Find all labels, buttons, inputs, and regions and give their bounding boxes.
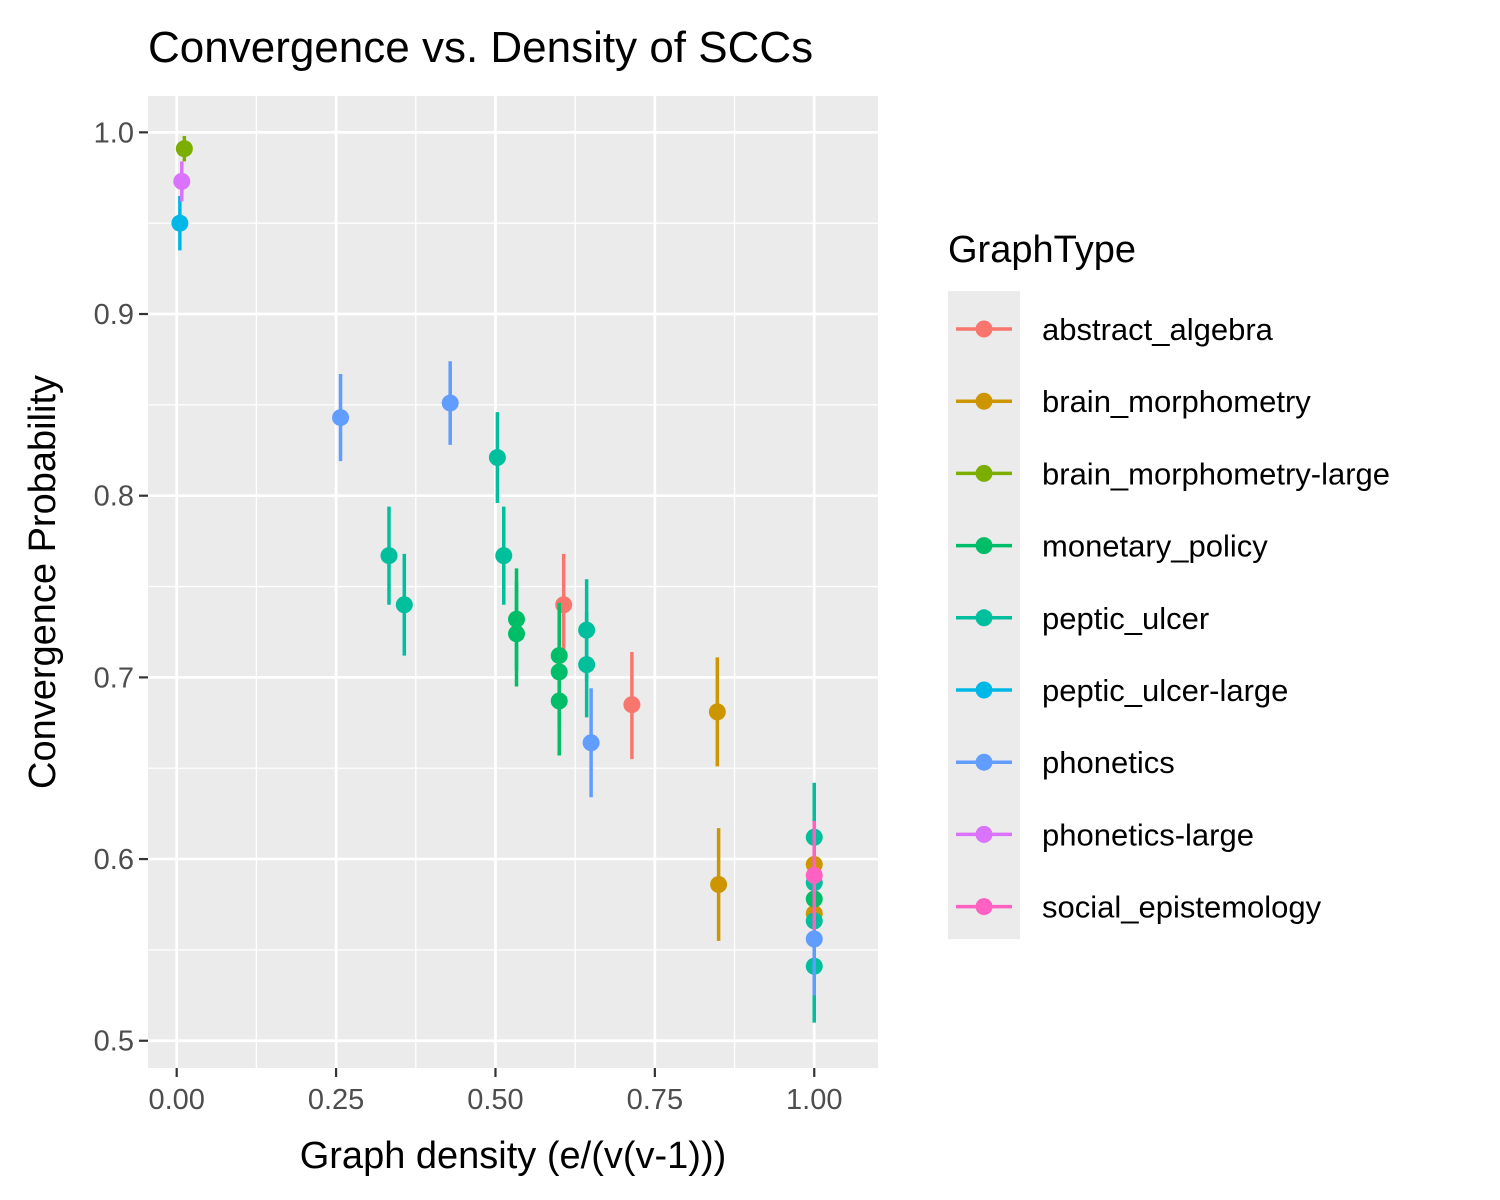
legend-key-point xyxy=(975,681,993,699)
data-point xyxy=(805,930,823,948)
series-brain-morphometry-large xyxy=(175,135,193,162)
legend-label: phonetics xyxy=(1042,745,1175,780)
legend: GraphType abstract_algebra brain_morphome… xyxy=(948,229,1390,939)
legend-item-brain-morphometry: brain_morphometry xyxy=(956,384,1311,419)
data-point xyxy=(582,734,600,752)
legend-label: abstract_algebra xyxy=(1042,312,1274,347)
y-tick-label: 0.7 xyxy=(94,662,134,694)
legend-item-phonetics: phonetics xyxy=(956,745,1175,780)
y-tick-label: 0.9 xyxy=(94,299,134,331)
data-point xyxy=(578,656,596,674)
legend-item-brain-morphometry-large: brain_morphometry-large xyxy=(956,456,1390,491)
x-tick-label: 0.00 xyxy=(148,1084,204,1116)
series-phonetics-large xyxy=(173,161,191,202)
data-points xyxy=(171,135,823,1023)
x-tick-label: 0.75 xyxy=(627,1084,683,1116)
legend-item-peptic-ulcer: peptic_ulcer xyxy=(956,601,1209,636)
legend-title: GraphType xyxy=(948,229,1136,271)
legend-key-point xyxy=(975,753,993,771)
legend-label: phonetics-large xyxy=(1042,817,1254,852)
series-peptic-ulcer-large xyxy=(171,195,189,251)
legend-label: peptic_ulcer-large xyxy=(1042,673,1288,708)
data-point xyxy=(332,409,350,427)
legend-label: social_epistemology xyxy=(1042,890,1322,925)
data-point xyxy=(441,394,459,412)
legend-key-point xyxy=(975,464,993,482)
data-point xyxy=(173,172,191,190)
data-point xyxy=(495,547,513,565)
legend-item-peptic-ulcer-large: peptic_ulcer-large xyxy=(956,673,1288,708)
data-point xyxy=(623,696,641,714)
x-tick-label: 1.00 xyxy=(786,1084,842,1116)
legend-item-phonetics-large: phonetics-large xyxy=(956,817,1254,852)
series-phonetics xyxy=(332,361,823,996)
y-axis-title: Convergence Probability xyxy=(22,375,64,789)
legend-label: peptic_ulcer xyxy=(1042,601,1209,636)
data-point xyxy=(710,876,728,894)
y-tick-label: 0.6 xyxy=(94,844,134,876)
y-tick-label: 1.0 xyxy=(94,117,134,149)
data-point xyxy=(395,596,413,614)
plot-panel xyxy=(148,96,878,1068)
legend-key-point xyxy=(975,825,993,843)
chart-title: Convergence vs. Density of SCCs xyxy=(148,23,813,72)
legend-label: brain_morphometry-large xyxy=(1042,456,1390,491)
legend-key-point xyxy=(975,609,993,627)
legend-item-social-epistemology: social_epistemology xyxy=(956,890,1322,925)
legend-item-monetary-policy: monetary_policy xyxy=(956,529,1268,564)
legend-key-point xyxy=(975,898,993,916)
legend-item-abstract-algebra: abstract_algebra xyxy=(956,312,1274,347)
x-tick-label: 0.25 xyxy=(308,1084,364,1116)
y-tick-label: 0.5 xyxy=(94,1026,134,1058)
legend-key-point xyxy=(975,392,993,410)
x-axis-title: Graph density (e/(v(v-1))) xyxy=(300,1135,727,1177)
x-tick-label: 0.50 xyxy=(467,1084,523,1116)
data-point xyxy=(488,449,506,467)
series-social-epistemology xyxy=(805,820,823,930)
axes: 0.00 0.25 0.50 0.75 1.00 0.5 0.6 0.7 0.8 0.9 1.0 xyxy=(94,117,843,1116)
legend-key-point xyxy=(975,320,993,338)
legend-key-point xyxy=(975,537,993,555)
data-point xyxy=(708,703,726,721)
data-point xyxy=(380,547,398,565)
legend-label: monetary_policy xyxy=(1042,529,1268,564)
data-point xyxy=(175,140,193,158)
data-point xyxy=(550,692,568,710)
y-tick-label: 0.8 xyxy=(94,481,134,513)
data-point xyxy=(171,214,189,232)
data-point xyxy=(508,625,526,643)
data-point xyxy=(805,866,823,884)
legend-label: brain_morphometry xyxy=(1042,384,1311,419)
